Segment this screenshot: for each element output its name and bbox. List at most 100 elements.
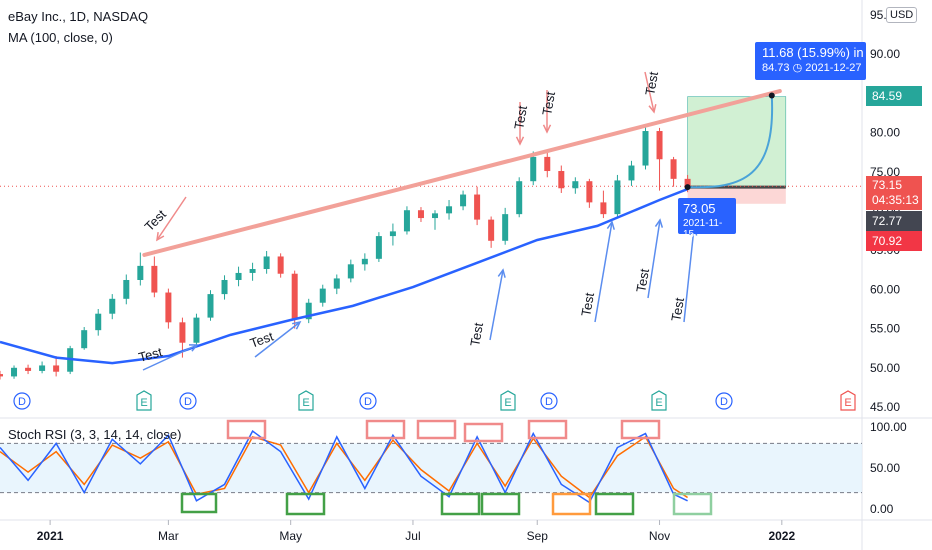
test-label: Test	[642, 70, 661, 96]
candle-body	[502, 214, 509, 241]
candle-body	[614, 180, 621, 215]
candle-body	[656, 131, 663, 160]
rsi-highlight-box	[180, 492, 218, 514]
clock-icon: ◷	[792, 62, 803, 74]
earnings-marker-label: E	[844, 397, 851, 409]
test-arrow-blue	[594, 221, 613, 323]
earnings-marker-label: E	[655, 397, 662, 409]
earnings-marker	[136, 390, 152, 411]
rsi-highlight-box	[672, 492, 713, 516]
price-tick-label: 60.00	[870, 282, 900, 296]
test-label: Test	[142, 206, 170, 234]
dividend-marker-label: D	[184, 396, 192, 408]
candle-body	[684, 178, 691, 187]
test-label: Test	[137, 344, 164, 365]
candle-body	[137, 265, 144, 280]
candle-body	[109, 298, 116, 314]
rsi-band-fill	[0, 443, 862, 493]
candle-body	[516, 181, 523, 215]
dividend-marker-label: D	[545, 396, 553, 408]
candle-body	[235, 272, 242, 280]
test-arrow-blue	[142, 344, 198, 371]
stop-price-tag: 70.92	[866, 231, 922, 251]
candle-body	[165, 292, 172, 323]
candle-body	[586, 181, 593, 203]
time-tick-label: Jul	[405, 529, 420, 543]
earnings-marker	[500, 390, 516, 411]
resistance-trendline	[142, 89, 782, 257]
candle-body	[193, 317, 200, 343]
rsi-highlight-box	[594, 492, 635, 516]
candle-body	[347, 264, 354, 279]
candle-body	[221, 279, 228, 295]
rsi-tick-label: 100.00	[870, 420, 907, 434]
candle-body	[628, 165, 635, 181]
candle-body	[558, 171, 565, 189]
rsi-highlight-box	[440, 492, 481, 516]
stoch-rsi-indicator-label[interactable]: Stoch RSI (3, 3, 14, 14, close)	[8, 427, 182, 442]
earnings-marker-label: E	[140, 397, 147, 409]
test-arrow-red-head	[542, 124, 552, 134]
rsi-tick-label: 50.00	[870, 461, 900, 475]
dividend-marker-label: D	[720, 396, 728, 408]
test-label: Test	[467, 321, 486, 347]
candle-body	[488, 219, 495, 241]
candle-body	[642, 131, 649, 166]
candle-body	[151, 265, 158, 293]
candle-body	[670, 159, 677, 179]
candle-body	[123, 279, 130, 299]
price-tick-label: 75.00	[870, 165, 900, 179]
price-tick-label: 45.00	[870, 400, 900, 414]
test-arrow-red	[156, 196, 187, 241]
test-arrow-blue-head	[292, 320, 302, 330]
candle-body	[39, 365, 46, 371]
test-arrow-red-head	[648, 104, 657, 114]
earnings-marker-label: E	[302, 397, 309, 409]
test-arrow-blue	[254, 321, 301, 358]
candle-body	[446, 206, 453, 214]
test-arrow-red-head	[515, 136, 525, 146]
test-label: Test	[668, 296, 687, 322]
rsi-highlight-box	[480, 492, 521, 516]
target-price-tag: 84.59	[866, 86, 922, 106]
time-tick-label: 2022	[768, 529, 795, 543]
stoch-k-line	[0, 429, 688, 504]
price-tick-label: 90.00	[870, 47, 900, 61]
chart-title: eBay Inc., 1D, NASDAQ	[8, 9, 149, 24]
measure-entry-value: 73.05	[683, 201, 716, 216]
dividend-marker	[540, 392, 558, 410]
test-arrow-blue	[683, 227, 695, 323]
test-arrow-blue	[489, 269, 504, 341]
rsi-highlight-box	[416, 419, 457, 440]
candle-body	[291, 273, 298, 320]
test-arrow-red-head	[156, 231, 165, 242]
currency-button[interactable]: USD	[886, 7, 918, 23]
ma-price-tag: 72.77	[866, 211, 922, 231]
dividend-marker	[179, 392, 197, 410]
candle-body	[403, 210, 410, 232]
earnings-marker	[840, 390, 856, 411]
ma-indicator-label[interactable]: MA (100, close, 0)	[8, 30, 113, 45]
test-label: Test	[248, 328, 276, 350]
rsi-highlight-box	[463, 422, 504, 443]
candle-body	[95, 313, 102, 331]
candle-body	[333, 278, 340, 289]
rsi-highlight-box	[527, 419, 568, 440]
candle-body	[263, 256, 270, 270]
candle-body	[572, 181, 579, 189]
candle-body	[207, 294, 214, 318]
dividend-marker-label: D	[18, 396, 26, 408]
projection-curve	[687, 95, 774, 189]
candle-body	[417, 210, 424, 219]
dividend-marker-label: D	[364, 396, 372, 408]
earnings-marker-label: E	[504, 397, 511, 409]
measure-target-value: 84.73	[762, 62, 790, 74]
time-tick-label: May	[279, 529, 302, 543]
test-label: Test	[578, 291, 597, 317]
price-tick-label: 55.00	[870, 322, 900, 336]
test-label: Test	[539, 90, 558, 116]
rsi-highlight-box	[551, 492, 592, 516]
test-label: Test	[633, 267, 652, 293]
candle-body	[375, 236, 382, 259]
